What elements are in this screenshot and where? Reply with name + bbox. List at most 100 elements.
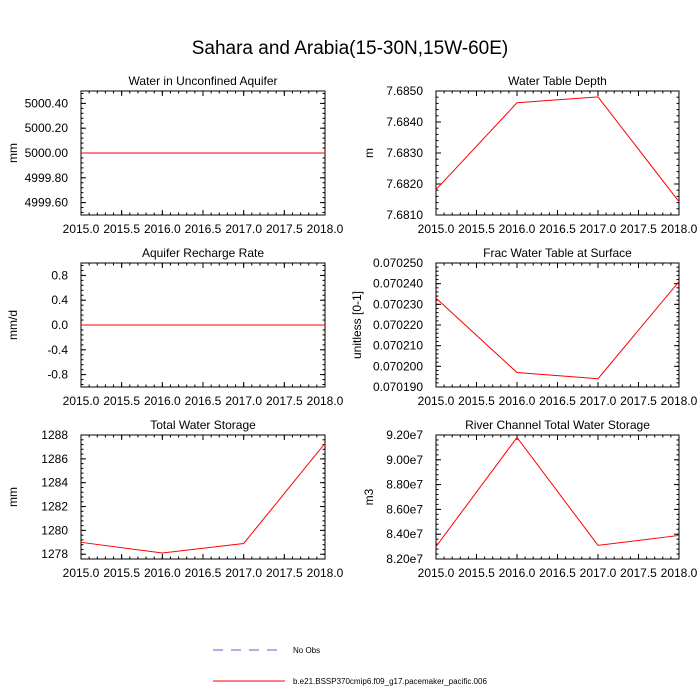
series-line-1 (435, 436, 680, 547)
x-tick-label: 2018.0 (661, 394, 698, 408)
figure-title: Sahara and Arabia(15-30N,15W-60E) (191, 38, 509, 59)
y-tick-label: 0.0 (51, 318, 68, 332)
y-tick-label: 8.60e7 (386, 502, 423, 516)
y-tick-label: 0.070210 (373, 339, 423, 353)
panel-title: River Channel Total Water Storage (465, 418, 650, 432)
x-tick-label: 2016.5 (539, 566, 576, 580)
y-tick-label: 1278 (41, 547, 68, 561)
y-axis-label: unitless [0-1] (350, 291, 364, 359)
x-tick-label: 2017.5 (266, 566, 303, 580)
x-tick-label: 2018.0 (307, 394, 344, 408)
y-tick-label: 4999.80 (25, 171, 69, 185)
y-tick-label: 8.80e7 (386, 478, 423, 492)
chart-panel-5: Total Water Storage mm 2015.0 2015.5 2016.0 2… (6, 418, 344, 580)
chart-panel-1: Water in Unconfined Aquifer mm 2015.0 2015.… (6, 74, 344, 236)
y-tick-label: 0.070200 (373, 359, 423, 373)
legend-label-case: b.e21.BSSP370cmip6.f09_g17.pacemaker_pac… (293, 677, 487, 686)
x-tick-label: 2017.0 (225, 394, 262, 408)
y-tick-label: 0.070220 (373, 318, 423, 332)
x-tick-label: 2017.5 (620, 394, 657, 408)
x-tick-label: 2016.5 (539, 394, 576, 408)
x-tick-label: 2015.5 (103, 394, 140, 408)
x-tick-label: 2016.0 (144, 222, 181, 236)
x-tick-label: 2017.0 (580, 566, 617, 580)
x-tick-label: 2018.0 (661, 566, 698, 580)
x-tick-label: 2015.5 (458, 394, 495, 408)
y-tick-label: 0.070190 (373, 380, 423, 394)
x-tick-label: 2016.5 (185, 566, 222, 580)
x-tick-label: 2017.0 (580, 394, 617, 408)
x-tick-label: 2015.0 (418, 222, 455, 236)
panel-title: Water Table Depth (508, 74, 607, 88)
x-tick-label: 2017.0 (225, 222, 262, 236)
x-tick-label: 2018.0 (307, 222, 344, 236)
y-tick-label: 7.6810 (386, 208, 423, 222)
x-tick-label: 2016.0 (499, 222, 536, 236)
series-line-1 (435, 96, 680, 202)
panel-title: Total Water Storage (150, 418, 256, 432)
panel-title: Water in Unconfined Aquifer (129, 74, 278, 88)
x-tick-label: 2015.0 (418, 566, 455, 580)
x-tick-label: 2015.5 (103, 222, 140, 236)
plot-frame (80, 434, 326, 560)
x-tick-label: 2016.5 (539, 222, 576, 236)
y-tick-label: 4999.60 (25, 196, 69, 210)
chart-panel-6: River Channel Total Water Storage m3 2015.… (362, 418, 698, 580)
x-tick-label: 2017.5 (266, 394, 303, 408)
y-tick-label: 5000.20 (25, 121, 69, 135)
y-tick-label: 5000.40 (25, 96, 69, 110)
panel-title: Frac Water Table at Surface (483, 246, 632, 260)
y-tick-label: 8.40e7 (386, 527, 423, 541)
x-tick-label: 2018.0 (307, 566, 344, 580)
x-tick-label: 2017.5 (266, 222, 303, 236)
y-axis-label: mm (6, 143, 20, 163)
x-tick-label: 2018.0 (661, 222, 698, 236)
x-tick-label: 2016.5 (185, 394, 222, 408)
y-tick-label: 5000.00 (25, 146, 69, 160)
x-tick-label: 2015.0 (63, 222, 100, 236)
x-tick-label: 2015.5 (103, 566, 140, 580)
y-tick-label: 1288 (41, 428, 68, 442)
y-tick-label: 9.00e7 (386, 453, 423, 467)
y-tick-label: 0.4 (51, 293, 68, 307)
y-tick-label: 0.8 (51, 268, 68, 282)
legend-label-no-obs: No Obs (293, 646, 320, 655)
x-tick-label: 2017.0 (580, 222, 617, 236)
y-axis-label: mm (6, 487, 20, 507)
series-line-1 (435, 281, 680, 380)
y-tick-label: 0.070250 (373, 256, 423, 270)
x-tick-label: 2015.5 (458, 566, 495, 580)
y-tick-label: 9.20e7 (386, 428, 423, 442)
x-tick-label: 2016.0 (499, 566, 536, 580)
y-tick-label: -0.4 (47, 343, 68, 357)
y-tick-label: 1286 (41, 452, 68, 466)
x-tick-label: 2016.0 (144, 394, 181, 408)
x-tick-label: 2015.5 (458, 222, 495, 236)
x-tick-label: 2015.0 (418, 394, 455, 408)
y-tick-label: 1282 (41, 500, 68, 514)
x-tick-label: 2017.0 (225, 566, 262, 580)
chart-panel-2: Water Table Depth m 2015.0 2015.5 2016.0 2016… (362, 74, 698, 236)
x-tick-label: 2015.0 (63, 566, 100, 580)
series-line-1 (80, 443, 326, 554)
x-tick-label: 2016.0 (144, 566, 181, 580)
plot-frame (435, 90, 680, 216)
y-axis-label: mm/d (6, 310, 20, 340)
chart-panel-4: Frac Water Table at Surface unitless [0-1… (350, 246, 698, 408)
x-tick-label: 2015.0 (63, 394, 100, 408)
y-tick-label: 7.6820 (386, 177, 423, 191)
y-tick-label: 8.20e7 (386, 552, 423, 566)
y-tick-label: -0.8 (47, 368, 68, 382)
legend: No Obs b.e21.BSSP370cmip6.f09_g17.pacema… (213, 646, 487, 686)
x-tick-label: 2016.0 (499, 394, 536, 408)
y-tick-label: 7.6850 (386, 84, 423, 98)
y-tick-label: 1280 (41, 523, 68, 537)
y-tick-label: 0.070230 (373, 297, 423, 311)
panel-title: Aquifer Recharge Rate (142, 246, 264, 260)
x-tick-label: 2016.5 (185, 222, 222, 236)
x-tick-label: 2017.5 (620, 222, 657, 236)
y-tick-label: 0.070240 (373, 277, 423, 291)
y-tick-label: 1284 (41, 476, 68, 490)
